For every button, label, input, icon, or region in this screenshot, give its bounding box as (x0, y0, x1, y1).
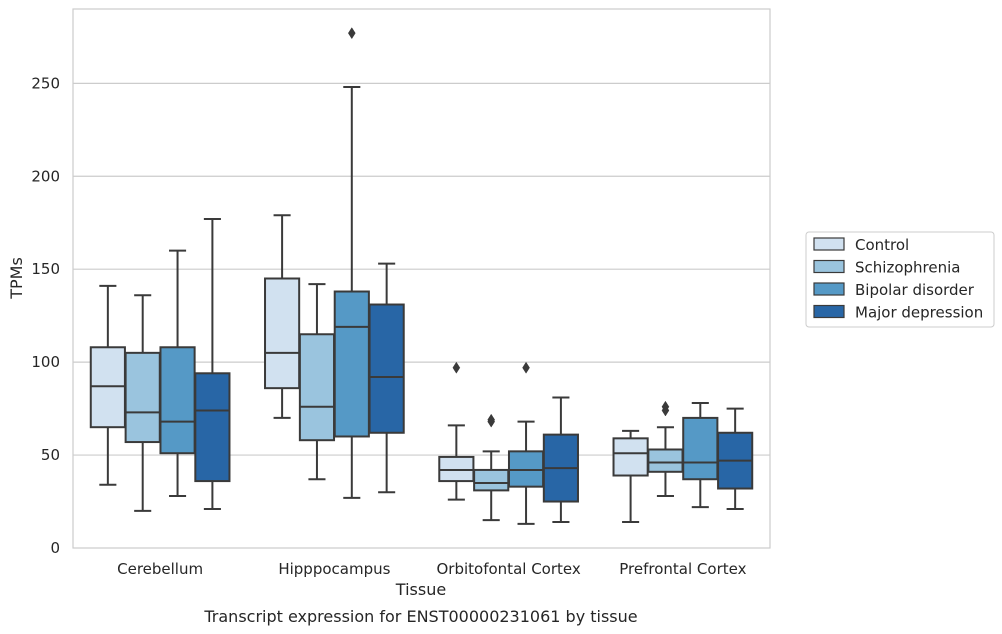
box-iqr (264, 277, 301, 390)
legend-frame (805, 231, 995, 328)
y-tick-labels: 0 50 100 150 200 250 (31, 74, 60, 557)
box-group (264, 214, 301, 419)
box-iqr (682, 416, 719, 481)
box-group (124, 294, 161, 512)
y-tick-label: 250 (31, 74, 60, 92)
outlier-point (661, 400, 670, 413)
x-tick-label: Prefrontal Cortex (619, 560, 746, 578)
box-group (542, 396, 579, 523)
plot-frame (72, 8, 771, 549)
box-iqr (368, 303, 405, 434)
box-iqr (298, 333, 336, 442)
box-group (368, 262, 405, 494)
outlier-point (452, 361, 461, 374)
box-iqr (647, 448, 684, 473)
box-iqr (124, 351, 161, 444)
legend-label: Control (855, 236, 909, 254)
boxes (89, 27, 754, 525)
box-iqr (159, 346, 196, 455)
box-iqr (333, 290, 370, 438)
y-tick-label: 200 (31, 167, 60, 185)
box-group (298, 283, 336, 481)
box-group (473, 413, 510, 522)
legend-label: Bipolar disorder (855, 281, 975, 299)
box-group (682, 402, 719, 509)
y-tick-label: 50 (41, 446, 60, 464)
box-group (612, 429, 649, 523)
outlier-point (348, 27, 356, 40)
x-tick-labels: Cerebellum Hipppocampus Orbitofontal Corte… (117, 560, 746, 578)
outlier-point (522, 361, 530, 374)
box-group (717, 407, 754, 510)
x-tick-label: Hipppocampus (278, 560, 390, 578)
box-iqr (612, 437, 649, 477)
box-iqr (194, 372, 231, 483)
box-group (159, 249, 196, 497)
legend-swatch (813, 282, 845, 296)
x-tick-label: Cerebellum (117, 560, 203, 578)
figure-caption: Transcript expression for ENST0000023106… (203, 607, 637, 626)
y-tick-label: 0 (50, 539, 60, 557)
x-tick-label: Orbitofontal Cortex (437, 560, 581, 578)
legend-swatch (813, 237, 845, 251)
box-group (333, 27, 370, 499)
legend-swatch (813, 259, 845, 274)
legend: Control Schizophrenia Bipolar disorder Majo… (805, 231, 995, 328)
box-group (507, 361, 545, 525)
box-iqr (473, 468, 510, 492)
box-group (438, 361, 475, 501)
y-tick-label: 150 (31, 260, 60, 278)
y-tick-label: 100 (31, 353, 60, 371)
box-group (647, 400, 684, 497)
y-axis-label: TPMs (7, 257, 26, 300)
legend-label: Schizophrenia (855, 259, 960, 277)
outlier-point (487, 413, 495, 426)
legend-label: Major depression (855, 304, 983, 322)
legend-swatch (813, 304, 845, 319)
box-group (194, 218, 231, 510)
x-axis-label: Tissue (395, 580, 446, 599)
